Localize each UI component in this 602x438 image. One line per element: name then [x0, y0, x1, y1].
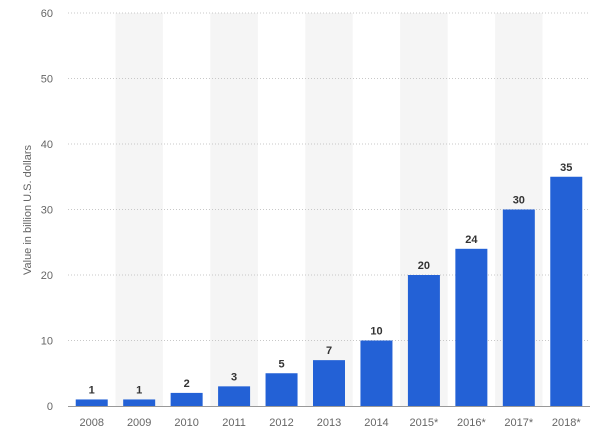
x-tick-label: 2011	[222, 417, 246, 429]
bar	[218, 386, 251, 406]
x-tick-label: 2013	[317, 417, 341, 429]
y-tick-label: 0	[47, 401, 53, 413]
bar	[550, 176, 583, 406]
data-label: 5	[278, 358, 284, 370]
background-band	[210, 13, 258, 406]
y-axis-label: Value in billion U.S. dollars	[22, 144, 34, 275]
data-label: 20	[418, 260, 430, 272]
x-tick-label: 2016*	[457, 417, 486, 429]
bar	[360, 340, 393, 406]
data-label: 3	[231, 371, 237, 383]
y-tick-label: 10	[41, 336, 53, 348]
y-axis-ticks: 0 10 20 30 40 50 60	[41, 8, 53, 413]
bar	[170, 392, 203, 406]
x-tick-label: 2009	[127, 417, 151, 429]
bar	[75, 399, 108, 406]
x-tick-label: 2017*	[504, 417, 533, 429]
x-tick-label: 2014	[364, 417, 388, 429]
x-tick-label: 2008	[79, 417, 103, 429]
y-tick-label: 30	[41, 205, 53, 217]
data-label: 1	[136, 384, 142, 396]
y-tick-label: 20	[41, 270, 53, 282]
y-tick-label: 60	[41, 8, 53, 20]
y-tick-label: 50	[41, 74, 53, 86]
data-label: 24	[465, 234, 478, 246]
data-label: 10	[370, 326, 382, 338]
bars	[75, 176, 583, 406]
gridlines	[68, 12, 590, 407]
x-tick-label: 2018*	[552, 417, 581, 429]
x-axis-ticks: 2008 2009 2010 2011 2012 2013 2014 2015* 2016* 20…	[79, 417, 581, 429]
bar	[455, 248, 488, 406]
data-label: 35	[560, 162, 572, 174]
data-label: 2	[184, 378, 190, 390]
data-label: 7	[326, 345, 332, 357]
bar	[265, 373, 298, 406]
x-tick-label: 2012	[269, 417, 293, 429]
y-tick-label: 40	[41, 139, 53, 151]
x-tick-label: 2015*	[410, 417, 439, 429]
bar	[313, 360, 345, 406]
bar	[123, 399, 156, 406]
bar	[407, 275, 440, 406]
x-tick-label: 2010	[174, 417, 198, 429]
data-label: 1	[89, 384, 95, 396]
data-label: 30	[513, 195, 525, 207]
bar	[502, 209, 535, 406]
